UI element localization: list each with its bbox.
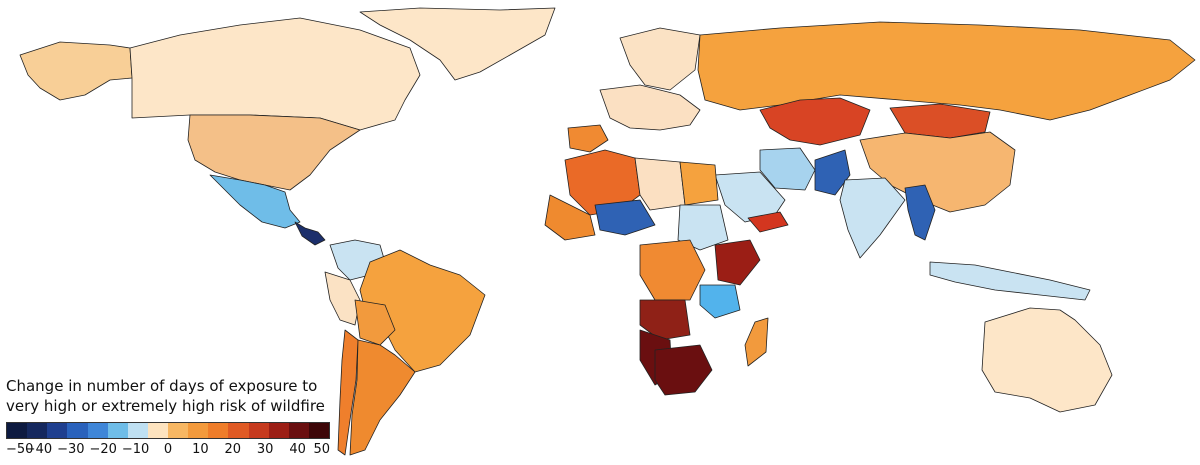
region-myanmar — [904, 184, 936, 241]
legend-swatch — [248, 423, 269, 438]
region-egypt — [679, 161, 719, 206]
legend-tick-label: 20 — [224, 442, 242, 457]
region-canada — [129, 17, 421, 131]
region-angola — [639, 299, 691, 341]
region-bolivia — [354, 299, 396, 346]
legend-swatch — [127, 423, 148, 438]
legend-swatch — [208, 423, 229, 438]
region-pakistan — [814, 149, 851, 196]
legend-swatch — [107, 423, 128, 438]
region-greenland — [359, 7, 556, 81]
legend-swatch — [47, 423, 68, 438]
legend-tick-label: 40 — [289, 442, 306, 457]
legend-title-line2: very high or extremely high risk of wild… — [6, 397, 325, 415]
region-kenya — [714, 239, 761, 286]
legend-swatch — [147, 423, 168, 438]
legend-tick-label: 10 — [192, 442, 209, 457]
legend-ticks: −50 −40 −30 −20 −10 0 10 20 30 40 50 — [6, 442, 330, 462]
legend-swatch — [87, 423, 108, 438]
legend-tick-label: −20 — [89, 442, 117, 457]
region-iran — [759, 147, 816, 191]
legend-color-bar — [6, 422, 330, 439]
legend-tick-label: 50 — [313, 442, 330, 457]
legend-tick-label: −30 — [57, 442, 85, 457]
legend-tick-label: 0 — [163, 442, 173, 457]
legend-swatch — [188, 423, 209, 438]
legend-tick-label: −50 — [6, 442, 34, 457]
legend-swatch — [288, 423, 309, 438]
region-sudan — [677, 204, 729, 251]
region-south-africa — [654, 344, 713, 396]
legend-swatch — [308, 423, 329, 438]
region-argentina — [349, 339, 416, 456]
region-iberia — [567, 124, 609, 153]
region-niger — [594, 199, 656, 236]
region-russia — [697, 21, 1196, 121]
region-madagascar — [744, 317, 769, 367]
legend-tick-label: −40 — [24, 442, 53, 457]
legend-swatch — [7, 423, 28, 438]
legend-swatch — [268, 423, 289, 438]
legend-swatch — [27, 423, 48, 438]
region-peru — [324, 271, 361, 326]
region-australia — [981, 307, 1113, 413]
region-indonesia — [929, 261, 1091, 301]
legend-title: Change in number of days of exposure to … — [6, 376, 325, 416]
legend-swatch — [67, 423, 88, 438]
region-central-america — [294, 221, 326, 246]
region-scandinavia — [619, 27, 701, 91]
region-europe-west — [599, 84, 701, 131]
legend-tick-label: −10 — [121, 442, 150, 457]
region-libya — [634, 157, 686, 211]
region-india — [839, 177, 906, 259]
legend-swatch — [228, 423, 249, 438]
legend-title-line1: Change in number of days of exposure to — [6, 377, 318, 395]
region-mali — [544, 194, 596, 241]
legend-swatch — [168, 423, 189, 438]
region-dr-congo — [639, 239, 706, 301]
region-yemen — [747, 211, 789, 233]
region-alaska — [19, 41, 133, 101]
region-tanzania — [699, 284, 741, 319]
region-usa — [187, 114, 361, 191]
region-mexico — [209, 174, 301, 229]
legend-tick-label: 30 — [256, 442, 274, 457]
region-kazakhstan — [759, 97, 871, 146]
